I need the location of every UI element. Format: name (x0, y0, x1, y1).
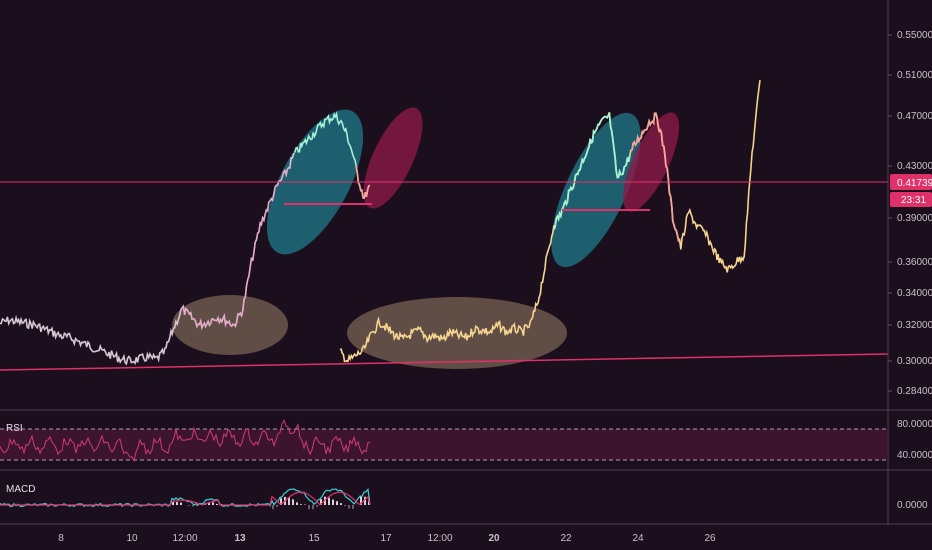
macd-histogram-bar (176, 501, 178, 505)
price-tick-label: 0.47000 (897, 111, 932, 122)
price-axis[interactable]: 0.55000 0.51000 0.47000 0.43000 0.39000 0.360… (888, 30, 932, 397)
macd-histogram-bar (316, 505, 318, 507)
macd-histogram-bar (340, 503, 342, 505)
macd-histogram-bar (332, 499, 334, 505)
time-tick-label: 17 (380, 533, 392, 544)
price-tick-label: 0.39000 (897, 213, 932, 224)
time-tick-label: 12:00 (172, 533, 197, 544)
time-tick-label: 12:00 (427, 533, 452, 544)
price-series-second-salmon (630, 112, 681, 243)
macd-histogram-bar (180, 502, 182, 505)
dump-ellipse-1 (363, 107, 423, 209)
macd-signal-line (0, 491, 371, 506)
macd-histogram-bar (328, 497, 330, 505)
macd-histogram-bar (172, 501, 174, 505)
annotation-ellipses (172, 107, 680, 369)
macd-histogram-bar (276, 505, 278, 508)
macd-histogram-bar (312, 505, 314, 510)
macd-pane[interactable]: MACD (0, 484, 371, 510)
current-price-tag: 0.41739 23:31 (890, 174, 932, 207)
macd-axis: 0.0000 (897, 500, 928, 511)
price-series-first-highlight (180, 166, 291, 330)
macd-histogram-bar (280, 498, 282, 505)
rsi-tick-label: 80.0000 (897, 419, 932, 430)
time-tick-label: 10 (126, 533, 138, 544)
time-tick-label: 8 (58, 533, 64, 544)
price-series-second-teal (553, 112, 631, 230)
rsi-pane[interactable]: RSI (0, 419, 888, 463)
macd-histogram-bar (212, 502, 214, 505)
price-tick-label: 0.28400 (897, 386, 932, 397)
countdown-tag-bg (890, 192, 932, 207)
macd-histogram-bar (44, 503, 46, 505)
macd-label: MACD (6, 484, 35, 495)
price-tag-bg (890, 174, 932, 190)
rsi-axis: 80.0000 40.0000 (897, 419, 932, 461)
macd-histogram-bar (216, 503, 218, 505)
price-tick-label: 0.30000 (897, 356, 932, 367)
price-tick-label: 0.51000 (897, 70, 932, 81)
time-tick-label: 26 (704, 533, 716, 544)
current-price-value: 0.41739 (897, 178, 932, 189)
support-trend-line (0, 353, 889, 371)
time-tick-label: 15 (308, 533, 320, 544)
price-pane[interactable] (0, 79, 889, 371)
pump-ellipse-2 (551, 112, 641, 268)
time-tick-label: 24 (632, 533, 644, 544)
macd-histogram-bar (320, 499, 322, 505)
macd-histogram-bar (336, 501, 338, 505)
price-tick-label: 0.43000 (897, 161, 932, 172)
macd-histogram-bar (308, 505, 310, 510)
macd-histogram-bar (296, 502, 298, 505)
macd-histogram-bar (344, 505, 346, 507)
macd-histogram-bar (364, 496, 366, 505)
rsi-band (0, 429, 888, 460)
macd-histogram-bar (188, 505, 190, 507)
price-series-second (339, 225, 555, 363)
time-tick-label: 22 (560, 533, 572, 544)
macd-histogram-bar (292, 499, 294, 505)
price-tick-label: 0.34000 (897, 288, 932, 299)
rsi-label: RSI (6, 423, 23, 434)
price-tick-label: 0.55000 (897, 30, 932, 41)
macd-histogram-bar (352, 505, 354, 509)
dump-ellipse-2 (622, 112, 680, 212)
macd-histogram-bar (208, 501, 210, 505)
macd-histogram-bar (348, 505, 350, 509)
macd-histogram-bar (272, 505, 274, 510)
price-series-first-pullback (355, 165, 371, 199)
price-tick-label: 0.36000 (897, 257, 932, 268)
macd-histogram-bar (196, 505, 198, 506)
rsi-line (0, 419, 371, 463)
time-tick-label: 13 (234, 533, 246, 544)
price-series (0, 79, 761, 366)
macd-tick-label: 0.0000 (897, 500, 928, 511)
time-axis[interactable]: 8 10 12:00 13 15 17 12:00 20 22 24 26 (58, 533, 716, 544)
rsi-tick-label: 40.0000 (897, 450, 932, 461)
price-tick-label: 0.32000 (897, 320, 932, 331)
time-tick-label: 20 (488, 533, 500, 544)
countdown-value: 23:31 (901, 195, 926, 206)
macd-histogram-bar (300, 504, 302, 505)
macd-histogram-bar (288, 497, 290, 505)
macd-histogram-bar (360, 496, 362, 505)
macd-histogram-bar (192, 505, 194, 507)
